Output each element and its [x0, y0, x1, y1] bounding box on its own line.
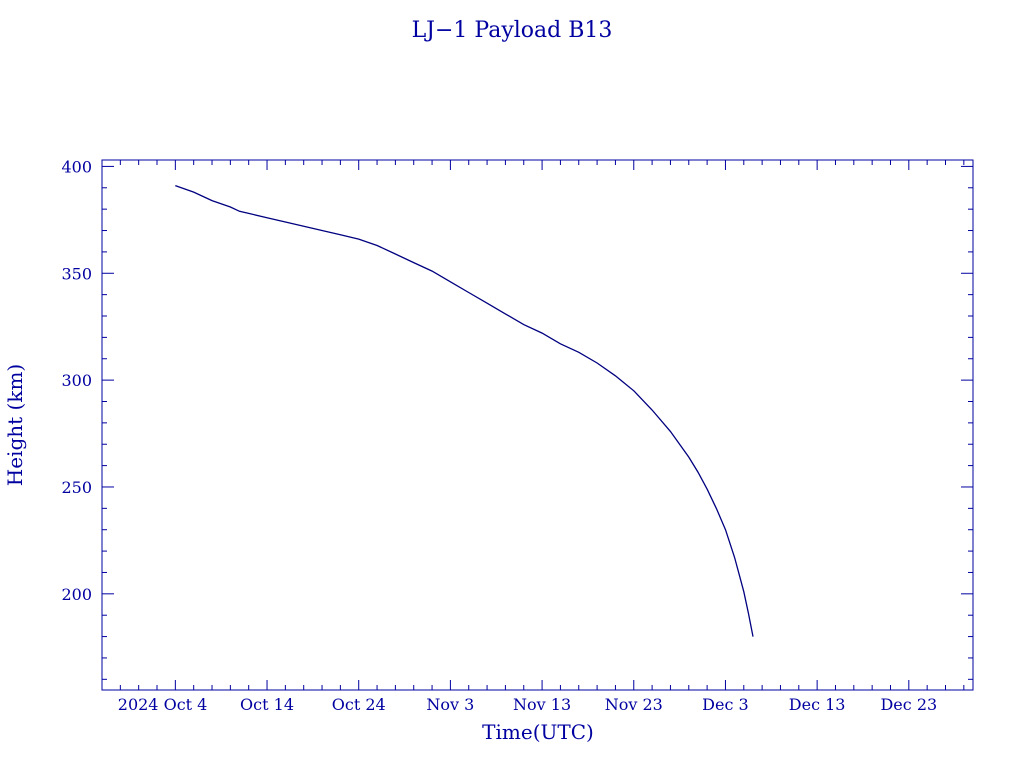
y-tick-label: 400	[61, 157, 92, 176]
y-axis-label: Height (km)	[3, 364, 27, 486]
plot-frame	[101, 159, 974, 691]
x-axis-label: Time(UTC)	[482, 720, 594, 744]
x-tick-label: Dec 13	[789, 695, 846, 714]
x-tick-label: Oct 24	[332, 695, 386, 714]
y-tick-label: 250	[61, 478, 92, 497]
x-tick-label: Nov 3	[426, 695, 474, 714]
series-line-height	[175, 184, 754, 637]
x-axis: 2024 Oct 4 Oct 14 Oct 24 Nov 3 Nov 13 Nov 23 D…	[101, 160, 965, 714]
y-tick-label: 350	[61, 264, 92, 283]
x-tick-label: 2024 Oct 4	[118, 695, 208, 714]
x-tick-label: Nov 23	[605, 695, 663, 714]
x-tick-label: Dec 3	[702, 695, 749, 714]
x-tick-label: Dec 23	[880, 695, 937, 714]
y-tick-label: 200	[61, 585, 92, 604]
x-tick-label: Nov 13	[513, 695, 571, 714]
y-tick-label: 300	[61, 371, 92, 390]
chart-title: LJ−1 Payload B13	[412, 18, 613, 43]
x-tick-label: Oct 14	[240, 695, 294, 714]
y-axis: 200 250 300 350 400	[61, 157, 973, 680]
